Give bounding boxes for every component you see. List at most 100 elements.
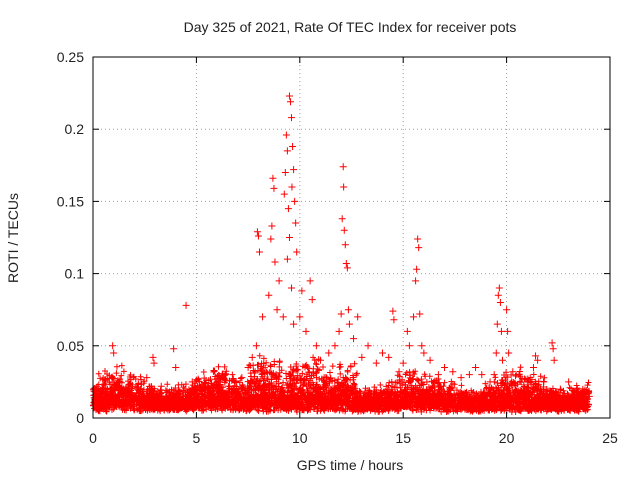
- x-tick-label: 10: [292, 430, 308, 446]
- data-point: [497, 327, 505, 335]
- data-point: [265, 291, 273, 299]
- data-point: [325, 349, 333, 357]
- data-point: [494, 291, 502, 299]
- data-point: [342, 259, 350, 267]
- data-point: [267, 235, 275, 243]
- data-point: [390, 316, 398, 324]
- data-point: [405, 342, 413, 350]
- x-axis-label: GPS time / hours: [297, 457, 404, 473]
- data-point: [143, 374, 151, 382]
- data-point: [290, 166, 298, 174]
- data-point: [434, 371, 442, 379]
- x-tick-label: 25: [602, 430, 618, 446]
- data-point: [284, 205, 292, 213]
- chart-title: Day 325 of 2021, Rate Of TEC Index for r…: [184, 19, 517, 35]
- data-point: [288, 114, 296, 122]
- x-tick-label: 15: [395, 430, 411, 446]
- data-point: [182, 301, 190, 309]
- data-point: [379, 349, 387, 357]
- data-point: [285, 92, 293, 100]
- data-point: [109, 342, 117, 350]
- y-tick-label: 0.25: [57, 49, 84, 65]
- data-point: [279, 313, 287, 321]
- data-point: [509, 368, 517, 376]
- data-point: [504, 327, 512, 335]
- data-point: [515, 371, 523, 379]
- data-point: [534, 356, 542, 364]
- y-axis-label: ROTI / TECUs: [5, 193, 21, 283]
- data-point: [426, 356, 434, 364]
- data-point: [345, 320, 353, 328]
- data-point: [478, 371, 486, 379]
- data-point: [503, 306, 511, 314]
- data-point: [457, 374, 465, 382]
- y-tick-label: 0.2: [65, 121, 85, 137]
- data-point: [492, 349, 500, 357]
- data-point: [486, 378, 494, 386]
- data-point: [364, 342, 372, 350]
- data-point: [549, 345, 557, 353]
- data-point: [291, 197, 299, 205]
- data-point: [565, 378, 573, 386]
- plot-frame: [92, 56, 611, 419]
- data-point: [292, 219, 300, 227]
- data-point: [449, 368, 457, 376]
- data-point: [253, 228, 261, 236]
- data-point: [126, 392, 134, 400]
- data-point: [354, 313, 362, 321]
- data-point: [532, 352, 540, 360]
- data-point: [465, 371, 473, 379]
- y-tick-label: 0.15: [57, 193, 84, 209]
- data-point: [441, 363, 449, 371]
- data-point: [288, 183, 296, 191]
- data-point: [385, 353, 393, 361]
- data-point: [255, 248, 263, 256]
- data-point: [221, 371, 229, 379]
- data-point: [281, 169, 289, 177]
- data-point: [410, 313, 418, 321]
- data-point: [331, 342, 339, 350]
- data-point: [268, 222, 276, 230]
- data-point: [344, 306, 352, 314]
- data-point: [134, 385, 142, 393]
- data-point: [188, 378, 196, 386]
- data-point: [238, 374, 246, 382]
- data-point: [340, 183, 348, 191]
- data-point: [290, 320, 298, 328]
- data-point: [505, 349, 513, 357]
- data-point: [548, 339, 556, 347]
- data-point: [108, 385, 116, 393]
- data-point: [420, 349, 428, 357]
- data-point: [498, 356, 506, 364]
- x-tick-label: 20: [499, 430, 515, 446]
- data-point: [472, 363, 480, 371]
- data-point: [271, 258, 279, 266]
- data-point: [93, 397, 101, 405]
- data-point: [308, 296, 316, 304]
- data-point: [283, 147, 291, 155]
- data-point: [493, 320, 501, 328]
- data-point: [116, 378, 124, 386]
- data-point: [340, 226, 348, 234]
- data-point: [298, 287, 306, 295]
- data-point: [403, 327, 411, 335]
- data-point: [205, 376, 213, 384]
- data-point: [252, 342, 260, 350]
- data-point: [350, 335, 358, 343]
- data-point: [540, 378, 548, 386]
- x-tick-label: 0: [89, 430, 97, 446]
- dense-noise-points: [90, 352, 593, 415]
- data-point: [415, 244, 423, 252]
- data-point: [413, 265, 421, 273]
- data-point: [259, 313, 267, 321]
- x-tick-label: 5: [193, 430, 201, 446]
- data-point: [399, 359, 407, 367]
- data-point: [550, 356, 558, 364]
- data-point: [523, 378, 531, 386]
- data-point: [289, 143, 297, 151]
- y-tick-label: 0: [76, 410, 84, 426]
- data-point: [529, 363, 537, 371]
- data-point: [275, 277, 283, 285]
- data-point: [312, 342, 320, 350]
- noise-band: [90, 352, 593, 415]
